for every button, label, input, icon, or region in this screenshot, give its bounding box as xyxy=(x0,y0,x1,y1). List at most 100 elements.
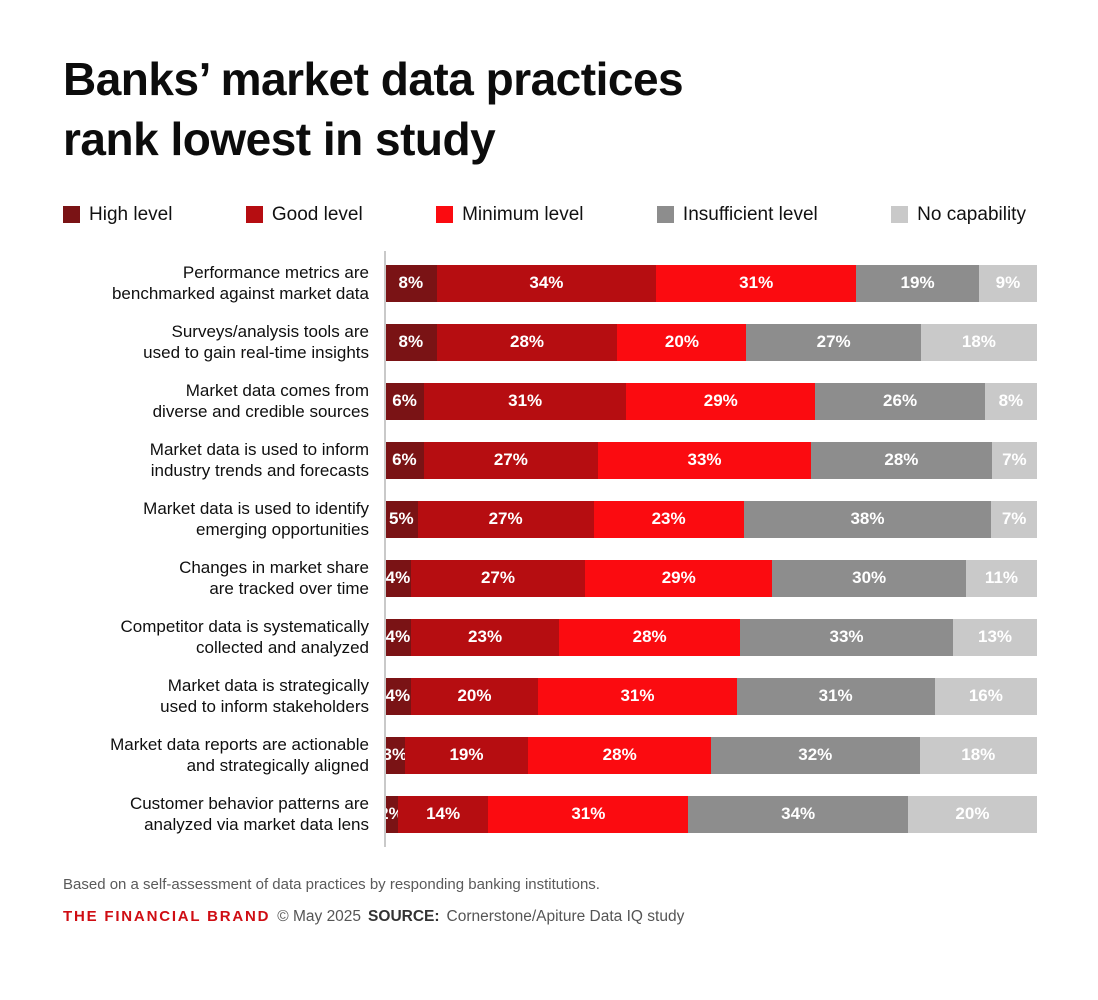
bar-track: 5% 27% 23% 38% 7% xyxy=(385,500,1037,538)
bar-segment: 18% xyxy=(920,323,1037,361)
chart-row: Changes in market share are tracked over … xyxy=(0,549,1098,608)
segment-value: 27% xyxy=(493,450,528,470)
brand-logo: THE FINANCIAL BRAND xyxy=(63,907,271,925)
row-label-line: industry trends and forecasts xyxy=(150,461,369,481)
segment-value: 8% xyxy=(398,273,424,293)
segment-value: 28% xyxy=(884,450,919,470)
segment-value: 29% xyxy=(703,391,738,411)
legend-swatch xyxy=(63,206,80,224)
page-title-line-2: rank lowest in study xyxy=(63,112,496,165)
segment-value: 9% xyxy=(995,273,1021,293)
bar-segment: 8% xyxy=(385,323,437,361)
bar-segment: 33% xyxy=(740,618,954,656)
row-label-line: and strategically aligned xyxy=(186,756,369,776)
segment-value: 19% xyxy=(900,273,935,293)
bar-segment: 23% xyxy=(593,500,744,538)
bar-segment: 29% xyxy=(626,382,816,420)
row-label: Changes in market share are tracked over … xyxy=(63,557,385,599)
row-label-line: collected and analyzed xyxy=(196,638,369,658)
bar-segment: 9% xyxy=(978,264,1037,302)
segment-value: 20% xyxy=(955,804,990,824)
bar-track: 8% 34% 31% 19% 9% xyxy=(385,264,1037,302)
bar-segment: 14% xyxy=(397,795,489,833)
bar-segment: 27% xyxy=(417,500,594,538)
legend-item: No capability xyxy=(891,204,1026,226)
legend-item: High level xyxy=(63,204,172,226)
row-label: Market data reports are actionable and st… xyxy=(63,734,385,776)
segment-value: 27% xyxy=(480,568,515,588)
bar-segment: 19% xyxy=(856,264,979,302)
legend-swatch xyxy=(245,206,263,224)
row-label-line: diverse and credible sources xyxy=(152,402,369,422)
segment-value: 28% xyxy=(632,627,667,647)
chart-row: Surveys/analysis tools are used to gain r… xyxy=(0,313,1098,372)
legend-label: High level xyxy=(89,203,173,225)
row-label-line: Market data comes from xyxy=(185,381,369,401)
row-label: Performance metrics are benchmarked again… xyxy=(63,262,385,304)
legend-label: No capability xyxy=(917,203,1026,225)
segment-value: 19% xyxy=(449,745,484,765)
legend-swatch xyxy=(436,206,454,224)
chart-row: Performance metrics are benchmarked again… xyxy=(0,254,1098,313)
page-title: Banks’ market data practices rank lowest… xyxy=(0,0,1098,170)
bar-segment: 28% xyxy=(436,323,618,361)
bar-segment: 27% xyxy=(410,559,586,597)
chart-rows: Performance metrics are benchmarked again… xyxy=(0,254,1098,844)
segment-value: 5% xyxy=(389,509,414,529)
bar-segment: 33% xyxy=(598,441,812,479)
segment-value: 28% xyxy=(602,745,637,765)
legend-swatch xyxy=(656,206,674,224)
bar-track: 4% 23% 28% 33% 13% xyxy=(385,618,1037,656)
row-label-line: used to gain real-time insights xyxy=(143,343,369,363)
bar-track: 6% 31% 29% 26% 8% xyxy=(385,382,1037,420)
bar-segment: 27% xyxy=(423,441,599,479)
bar-segment: 2% xyxy=(379,795,404,833)
segment-value: 20% xyxy=(664,332,699,352)
bar-segment: 3% xyxy=(382,736,407,774)
legend-swatch xyxy=(891,206,909,224)
bar-segment: 20% xyxy=(617,323,747,361)
row-label: Surveys/analysis tools are used to gain r… xyxy=(63,321,385,363)
chart-legend: High level Good level Minimum level Insuffi… xyxy=(63,204,1026,226)
bar-segment: 8% xyxy=(385,264,437,302)
legend-label: Minimum level xyxy=(462,203,584,225)
segment-value: 27% xyxy=(488,509,523,529)
segment-value: 20% xyxy=(457,686,492,706)
segment-value: 16% xyxy=(968,686,1003,706)
segment-value: 4% xyxy=(385,627,411,647)
row-label-line: are tracked over time xyxy=(209,579,369,599)
segment-value: 31% xyxy=(571,804,606,824)
row-label: Market data is strategically used to info… xyxy=(63,675,385,717)
row-label-line: Market data is used to identify xyxy=(143,499,369,519)
segment-value: 38% xyxy=(850,509,885,529)
bar-segment: 27% xyxy=(746,323,921,361)
segment-value: 31% xyxy=(818,686,853,706)
segment-value: 31% xyxy=(508,391,543,411)
bar-track: 2% 14% 31% 34% 20% xyxy=(379,795,1037,833)
segment-value: 33% xyxy=(687,450,722,470)
row-label-line: used to inform stakeholders xyxy=(160,697,369,717)
segment-value: 14% xyxy=(426,804,461,824)
segment-value: 33% xyxy=(829,627,864,647)
segment-value: 18% xyxy=(961,745,996,765)
source-text: Cornerstone/Apiture Data IQ study xyxy=(446,907,685,925)
segment-value: 32% xyxy=(798,745,833,765)
bar-segment: 31% xyxy=(424,382,627,420)
bar-segment: 31% xyxy=(488,795,689,833)
segment-value: 31% xyxy=(620,686,655,706)
segment-value: 34% xyxy=(529,273,564,293)
bar-track: 4% 20% 31% 31% 16% xyxy=(385,677,1037,715)
copyright-text: © May 2025 xyxy=(277,907,362,925)
row-label-line: Surveys/analysis tools are xyxy=(171,322,369,342)
segment-value: 8% xyxy=(398,332,424,352)
bar-track: 4% 27% 29% 30% 11% xyxy=(385,559,1037,597)
segment-value: 28% xyxy=(510,332,545,352)
row-label-line: Performance metrics are xyxy=(182,263,369,283)
segment-value: 6% xyxy=(392,450,417,470)
segment-value: 18% xyxy=(961,332,996,352)
chart-row: Customer behavior patterns are analyzed v… xyxy=(0,785,1098,844)
bar-segment: 11% xyxy=(965,559,1037,597)
page-title-line-1: Banks’ market data practices xyxy=(63,53,684,105)
row-label-line: Market data reports are actionable xyxy=(110,735,369,755)
bar-segment: 31% xyxy=(538,677,737,715)
